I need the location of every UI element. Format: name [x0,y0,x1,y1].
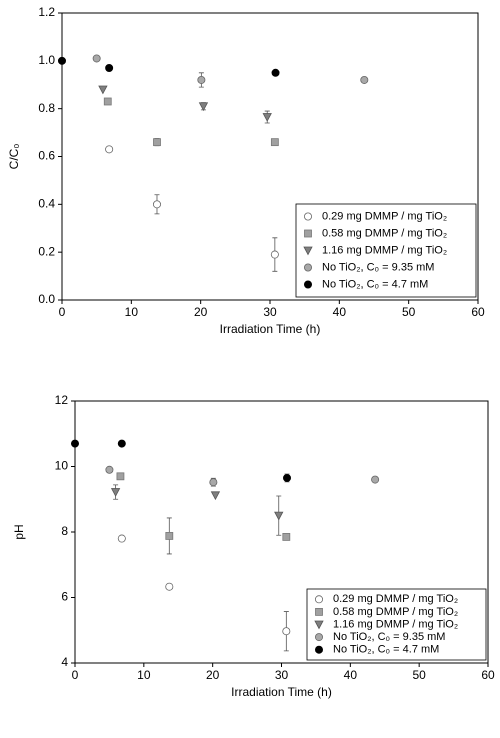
legend-frame [306,588,487,661]
marker-circle [371,475,380,484]
x-tick-label: 60 [481,668,495,682]
y-tick-label: 12 [55,393,69,407]
legend-label: 1.16 mg DMMP / mg TiO₂ [333,618,458,630]
marker-circle [360,75,369,84]
marker-square [103,97,112,106]
x-tick-label: 20 [194,305,208,319]
y-tick-label: 8 [61,524,68,538]
y-tick-label: 10 [55,459,69,473]
y-tick-label: 0.0 [38,292,55,306]
x-tick-label: 60 [471,305,485,319]
marker-circle [105,145,114,154]
marker-circle [117,534,126,543]
marker-circle [165,582,174,591]
marker-square [282,533,291,541]
marker-triangle [303,246,313,256]
y-axis-label: C/C₀ [7,144,21,170]
x-tick-label: 20 [206,668,220,682]
y-tick-label: 0.8 [38,101,55,115]
x-tick-label: 40 [333,305,347,319]
legend-label: No TiO₂, C₀ = 9.35 mM [333,631,445,643]
legend: 0.29 mg DMMP / mg TiO₂ 0.58 mg DMMP / mg … [295,203,477,298]
chart: 0 10 20 30 40 50 60 0.0 0.2 0.4 0.6 0.8 1.0 1.2 Irradi… [7,5,485,336]
marker-circle [105,64,114,73]
x-tick-label: 50 [412,668,426,682]
legend-label: 0.58 mg DMMP / mg TiO₂ [322,227,447,239]
marker-circle [117,439,126,448]
x-tick-label: 0 [72,668,79,682]
marker-circle [92,54,101,63]
legend-label: No TiO₂, C₀ = 4.7 mM [322,278,428,290]
marker-triangle [274,511,284,521]
marker-triangle [262,113,272,122]
y-tick-label: 4 [61,655,68,669]
y-tick-label: 0.4 [38,197,55,211]
marker-circle [152,200,161,209]
marker-triangle [98,85,108,95]
y-axis-label: pH [12,524,26,539]
x-axis-label: Irradiation Time (h) [220,322,321,336]
marker-triangle [314,620,324,630]
marker-circle [303,280,312,289]
x-tick-label: 30 [263,305,277,319]
x-tick-label: 40 [344,668,358,682]
y-tick-label: 1.2 [38,5,55,19]
legend-label: 0.58 mg DMMP / mg TiO₂ [333,606,458,618]
marker-square [153,138,161,147]
x-axis-label: Irradiation Time (h) [231,685,332,699]
chart: 0 10 20 30 40 50 60 4 6 8 10 12 Irradiation Time (h)… [12,393,495,699]
x-tick-label: 10 [137,668,151,682]
marker-circle [314,595,323,604]
marker-circle [314,645,323,654]
legend-label: No TiO₂, C₀ = 9.35 mM [322,261,434,273]
marker-circle [283,473,292,482]
legend-label: 0.29 mg DMMP / mg TiO₂ [333,593,458,605]
marker-square [315,608,323,616]
x-tick-label: 30 [275,668,289,682]
x-tick-label: 50 [402,305,416,319]
marker-circle [209,478,218,487]
y-tick-label: 0.6 [38,149,55,163]
marker-circle [270,250,279,259]
marker-circle [271,68,280,77]
marker-triangle [210,491,221,501]
legend-label: 0.29 mg DMMP / mg TiO₂ [322,210,447,222]
y-tick-label: 0.2 [38,244,55,258]
marker-square [165,532,174,540]
marker-square [270,138,279,147]
marker-circle [282,627,291,636]
legend-label: No TiO₂, C₀ = 4.7 mM [333,644,439,656]
marker-triangle [198,102,209,112]
marker-circle [303,263,312,272]
x-tick-label: 10 [125,305,139,319]
x-tick-label: 0 [59,305,66,319]
marker-square [304,229,312,238]
marker-circle [197,75,206,84]
marker-circle [58,56,67,65]
y-tick-label: 6 [61,590,68,604]
legend-frame [295,203,477,298]
marker-circle [303,212,312,221]
legend-label: 1.16 mg DMMP / mg TiO₂ [322,244,447,256]
marker-triangle [110,488,121,497]
marker-circle [314,633,323,642]
marker-circle [71,439,80,448]
y-tick-label: 1.0 [38,53,55,67]
marker-square [116,472,125,481]
marker-circle [105,465,114,474]
